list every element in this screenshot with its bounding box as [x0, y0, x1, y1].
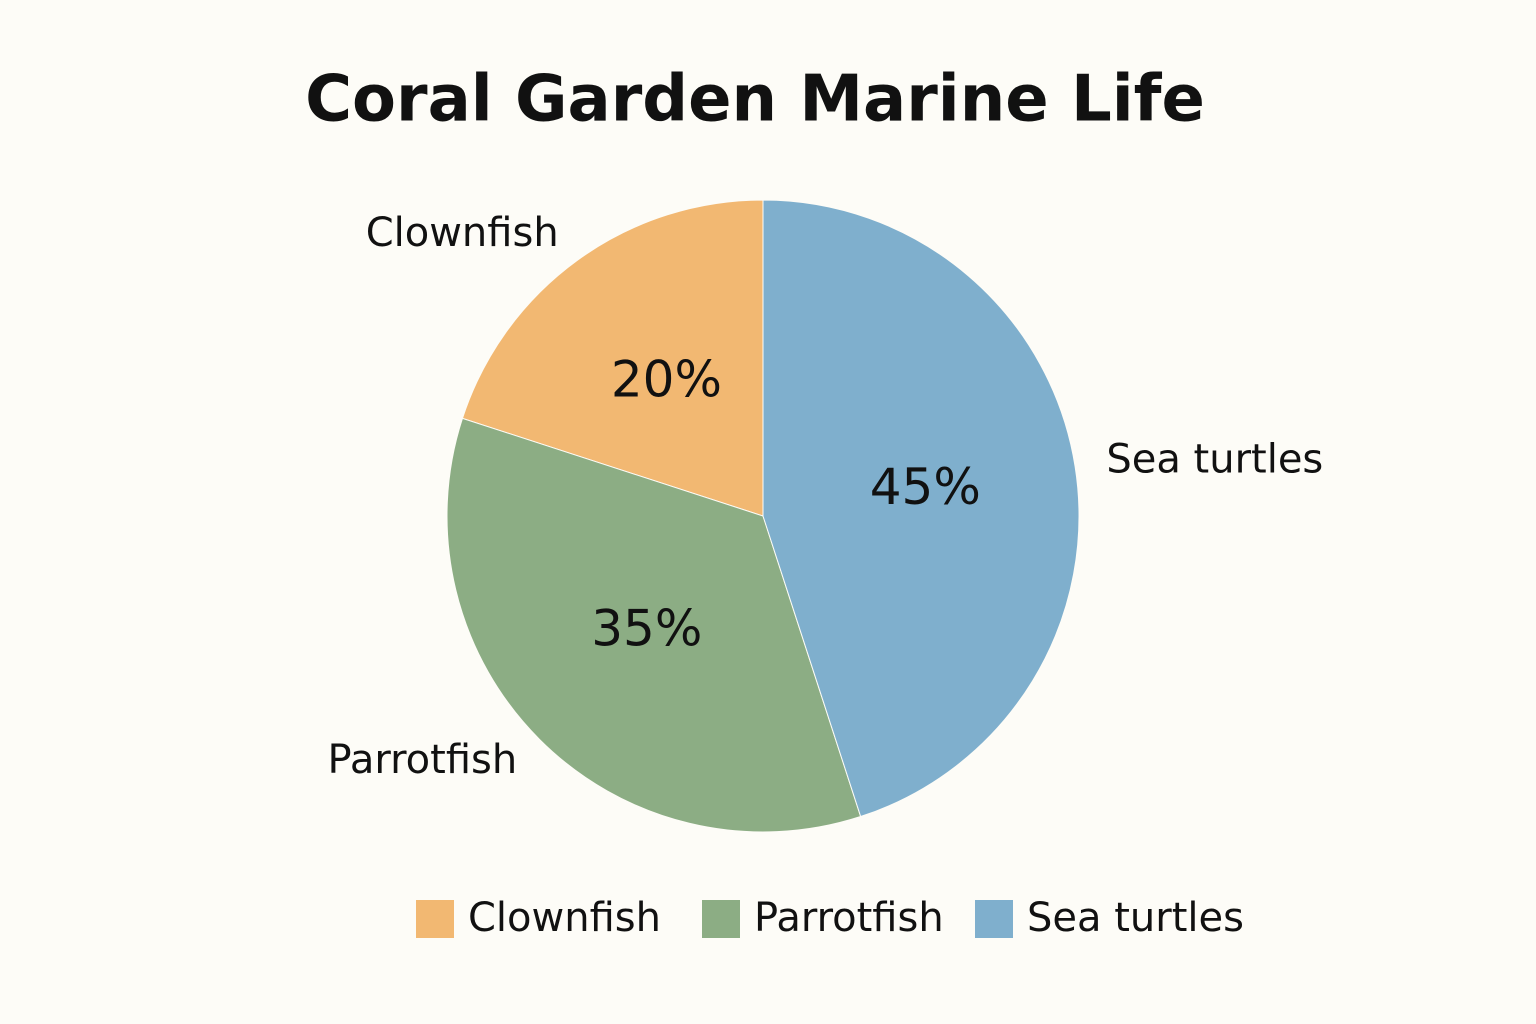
legend-label: Parrotfish	[754, 895, 944, 941]
pie-slice	[762, 199, 1080, 818]
value-label: 35%	[591, 600, 702, 658]
legend-swatch	[416, 900, 454, 938]
value-label: 20%	[611, 351, 722, 409]
legend-swatch	[702, 900, 740, 938]
value-label: 45%	[870, 458, 981, 516]
slice-label: Sea turtles	[1106, 437, 1323, 483]
legend-swatch	[975, 900, 1013, 938]
pie-slice	[461, 199, 764, 517]
slice-label: Clownfish	[366, 210, 559, 256]
chart-title: Coral Garden Marine Life	[305, 63, 1205, 137]
slice-label: Parrotfish	[328, 737, 518, 783]
pie-slice	[446, 417, 862, 833]
legend-label: Clownfish	[468, 895, 661, 941]
legend-label: Sea turtles	[1027, 895, 1244, 941]
